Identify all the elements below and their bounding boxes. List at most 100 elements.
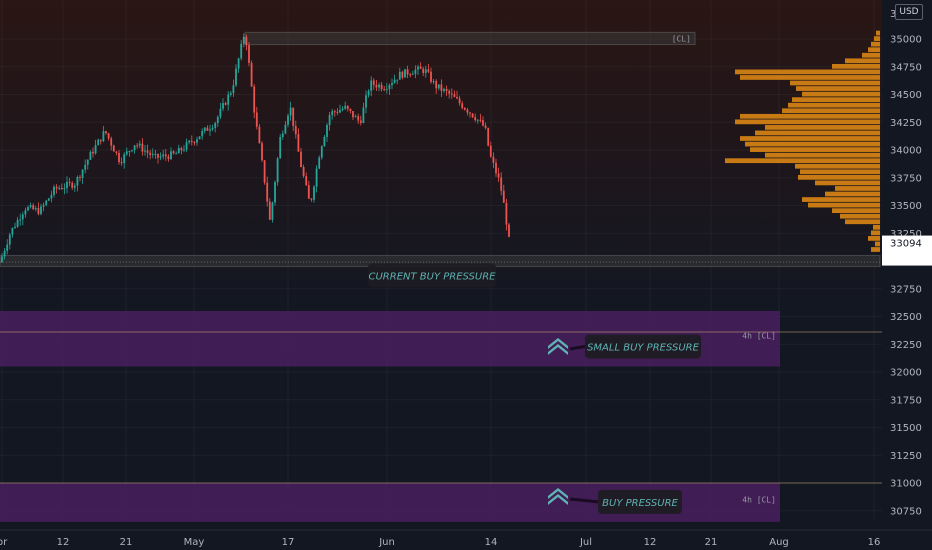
volume-bar bbox=[840, 213, 880, 219]
volume-bar bbox=[876, 30, 880, 36]
volume-bar bbox=[792, 97, 880, 103]
volume-bar bbox=[740, 136, 880, 141]
chevron-up-icon bbox=[548, 494, 568, 505]
x-axis-panel bbox=[0, 530, 932, 550]
candle-body bbox=[170, 151, 172, 160]
candle-body bbox=[497, 173, 500, 178]
candle-body bbox=[456, 96, 458, 99]
candle-body bbox=[349, 108, 352, 112]
annotation-label: CURRENT BUY PRESSURE bbox=[368, 263, 497, 288]
candle-body bbox=[172, 151, 175, 154]
label-pointer bbox=[569, 344, 586, 351]
candle-body bbox=[388, 85, 391, 90]
volume-bar bbox=[835, 186, 880, 191]
candle-body bbox=[131, 150, 133, 152]
y-axis-label: 31750 bbox=[890, 395, 922, 406]
candle-body bbox=[372, 80, 375, 85]
volume-bar bbox=[790, 80, 880, 86]
candle-body bbox=[60, 188, 63, 190]
volume-bar bbox=[782, 108, 880, 114]
label-pointer bbox=[569, 497, 599, 504]
candle-body bbox=[500, 177, 503, 191]
candle-body bbox=[352, 111, 354, 118]
candle-body bbox=[274, 182, 276, 203]
candle-body bbox=[3, 250, 6, 257]
volume-bar bbox=[755, 130, 880, 136]
volume-bar bbox=[788, 102, 880, 108]
candle-body bbox=[276, 158, 279, 183]
candle-body bbox=[245, 36, 248, 46]
label-box bbox=[585, 334, 701, 359]
candle-body bbox=[417, 66, 419, 70]
candle-body bbox=[1, 256, 3, 263]
currency-badge[interactable]: USD bbox=[895, 4, 923, 20]
candle-body bbox=[307, 185, 310, 199]
candle-body bbox=[305, 176, 308, 186]
volume-bar bbox=[871, 247, 880, 252]
candle-body bbox=[216, 116, 219, 124]
candle-body bbox=[151, 153, 154, 155]
volume-bar bbox=[845, 219, 880, 225]
candle-body bbox=[188, 140, 191, 143]
candle-body bbox=[474, 117, 477, 121]
candle-body bbox=[294, 125, 297, 134]
candle-body bbox=[430, 71, 432, 82]
y-axis-label: 31250 bbox=[890, 451, 922, 462]
x-axis-label: 12 bbox=[644, 537, 657, 548]
candle-body bbox=[193, 142, 196, 144]
y-axis-label: 34000 bbox=[890, 146, 922, 157]
candle-body bbox=[487, 127, 490, 146]
candle-body bbox=[115, 151, 118, 153]
y-axis-label: 31500 bbox=[890, 423, 922, 434]
candle-body bbox=[58, 188, 61, 190]
candle-body bbox=[432, 81, 435, 83]
horizontal-lines bbox=[0, 261, 882, 484]
volume-bar bbox=[808, 202, 880, 208]
candle-body bbox=[445, 88, 448, 91]
zone-box bbox=[244, 31, 696, 46]
candle-body bbox=[450, 93, 453, 95]
candle-body bbox=[326, 125, 328, 137]
candle-body bbox=[471, 113, 474, 118]
y-axis-label: 34500 bbox=[890, 90, 922, 101]
candle-body bbox=[14, 226, 16, 228]
volume-bar bbox=[796, 86, 880, 91]
chevron-up-icon bbox=[548, 338, 568, 349]
volume-bar bbox=[871, 41, 880, 47]
candle-body bbox=[224, 103, 227, 105]
candle-body bbox=[255, 112, 258, 127]
volume-bar bbox=[868, 236, 880, 241]
candle-body bbox=[458, 98, 461, 104]
candle-body bbox=[320, 146, 323, 158]
zone-tag: 4h [CL] bbox=[742, 495, 776, 504]
candle-body bbox=[185, 142, 188, 150]
zone-tag: 4h [CL] bbox=[742, 332, 776, 341]
candle-body bbox=[422, 68, 425, 73]
candle-body bbox=[287, 115, 289, 125]
y-axis-label: 34250 bbox=[890, 118, 922, 129]
candle-body bbox=[484, 125, 487, 128]
candle-body bbox=[482, 120, 484, 126]
candle-body bbox=[27, 207, 29, 211]
label-text: BUY PRESSURE bbox=[602, 498, 678, 509]
candle-body bbox=[237, 58, 240, 69]
volume-bar bbox=[765, 152, 880, 158]
candle-body bbox=[97, 139, 100, 146]
label-text: CURRENT BUY PRESSURE bbox=[369, 271, 497, 282]
candle-body bbox=[284, 124, 287, 134]
candle-body bbox=[333, 111, 336, 113]
x-axis: pr 12 21 May 17 Jun 14 Jul 12 21 Aug 16 bbox=[0, 529, 932, 550]
candle-body bbox=[102, 131, 105, 142]
candle-body bbox=[219, 108, 222, 117]
candle-body bbox=[261, 143, 263, 161]
annotation-label: BUY PRESSURE bbox=[548, 488, 682, 514]
candle-body bbox=[302, 167, 305, 177]
candle-body bbox=[63, 188, 66, 190]
candle-body bbox=[437, 84, 440, 89]
candle-body bbox=[32, 205, 35, 210]
candle-body bbox=[92, 151, 94, 154]
volume-bar bbox=[873, 224, 880, 230]
candle-body bbox=[263, 160, 266, 183]
